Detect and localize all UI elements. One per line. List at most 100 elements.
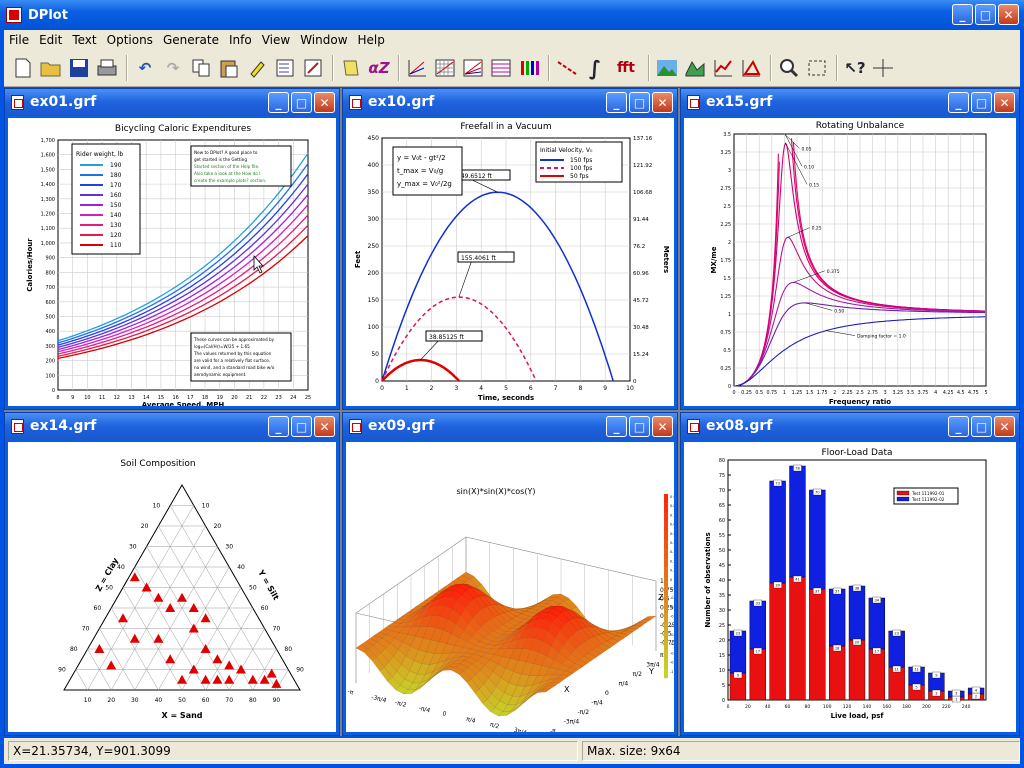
maximize-button[interactable]: □ bbox=[971, 92, 992, 113]
minimize-button[interactable]: _ bbox=[606, 92, 627, 113]
menu-info[interactable]: Info bbox=[228, 32, 252, 47]
data-marker bbox=[236, 664, 246, 674]
legend-label: 130 bbox=[110, 222, 122, 229]
maximize-button[interactable]: □ bbox=[291, 92, 312, 113]
close-button[interactable]: ✕ bbox=[998, 4, 1019, 25]
line-icon[interactable] bbox=[554, 55, 580, 81]
menu-options[interactable]: Options bbox=[106, 32, 153, 47]
maximize-button[interactable]: □ bbox=[629, 416, 650, 437]
crosshair-icon[interactable] bbox=[870, 55, 896, 81]
child-title: ex09.grf bbox=[368, 418, 435, 434]
paste-icon[interactable] bbox=[216, 55, 242, 81]
bar-series1-130 bbox=[848, 639, 866, 701]
print-icon[interactable] bbox=[94, 55, 120, 81]
close-button[interactable]: ✕ bbox=[314, 92, 335, 113]
child-window-ex14[interactable]: ex14.grf _ □ ✕ Soil Composition 10 90 90 20 80 8… bbox=[4, 412, 340, 736]
y-tick-label: 80 bbox=[719, 458, 725, 464]
child-title-bar[interactable]: ex15.grf _ □ ✕ bbox=[681, 89, 1019, 115]
undo-icon[interactable]: ↶ bbox=[138, 58, 152, 77]
grid-icon[interactable] bbox=[432, 55, 458, 81]
child-window-ex09[interactable]: ex09.grf _ □ ✕ sin(X)*sin(X)*cos(Y) -π -3π/4… bbox=[342, 412, 678, 736]
close-button[interactable]: ✕ bbox=[994, 92, 1015, 113]
landscape-icon[interactable] bbox=[654, 55, 680, 81]
axes-icon[interactable] bbox=[404, 55, 430, 81]
close-button[interactable]: ✕ bbox=[652, 416, 673, 437]
save-icon[interactable] bbox=[66, 55, 92, 81]
zoom-icon[interactable] bbox=[776, 55, 802, 81]
fft-icon[interactable]: fft bbox=[616, 59, 636, 76]
open-icon[interactable] bbox=[38, 55, 64, 81]
toolbar-separator bbox=[398, 54, 400, 81]
child-window-ex15[interactable]: ex15.grf _ □ ✕ Rotating Unbalance 0 0.25 0.5 0… bbox=[680, 88, 1020, 410]
integral-icon[interactable]: ∫ bbox=[588, 55, 602, 80]
data-marker bbox=[129, 572, 140, 582]
maximize-button[interactable]: □ bbox=[975, 4, 996, 25]
menu-file[interactable]: File bbox=[9, 32, 30, 47]
surface-facet bbox=[606, 638, 620, 645]
menu-view[interactable]: View bbox=[261, 32, 291, 47]
help-cursor-icon[interactable]: ↖? bbox=[844, 58, 866, 77]
child-title-bar[interactable]: ex01.grf _ □ ✕ bbox=[5, 89, 339, 115]
bar-series1-50 bbox=[769, 582, 786, 701]
app-icon[interactable] bbox=[6, 7, 22, 23]
chart-area[interactable]: Bicycling Caloric Expenditures 8 9 10 11 12 13… bbox=[8, 118, 336, 406]
grid2-icon[interactable] bbox=[460, 55, 486, 81]
surface-icon[interactable] bbox=[682, 55, 708, 81]
title-bar[interactable]: DPlot _ □ ✕ bbox=[0, 0, 1024, 30]
child-window-ex10[interactable]: ex10.grf _ □ ✕ Freefall in a Vacuum 0 1 2 3 4 5 6… bbox=[342, 88, 678, 410]
x-tick-label: 5 bbox=[504, 385, 508, 392]
copy-icon[interactable] bbox=[188, 55, 214, 81]
redo-icon[interactable]: ↷ bbox=[166, 58, 180, 77]
close-button[interactable]: ✕ bbox=[994, 416, 1015, 437]
minimize-button[interactable]: _ bbox=[948, 416, 969, 437]
menu-window[interactable]: Window bbox=[300, 32, 348, 47]
menu-text[interactable]: Text bbox=[72, 32, 97, 47]
edit-list-icon[interactable] bbox=[300, 55, 326, 81]
crayons-icon[interactable] bbox=[516, 55, 542, 81]
menu-generate[interactable]: Generate bbox=[162, 32, 219, 47]
data-label: 37 bbox=[815, 590, 820, 594]
child-window-ex01[interactable]: ex01.grf _ □ ✕ Bicycling Caloric Expenditu… bbox=[4, 88, 340, 410]
curve-icon[interactable] bbox=[710, 55, 736, 81]
fit-icon[interactable] bbox=[804, 55, 830, 81]
close-button[interactable]: ✕ bbox=[314, 416, 335, 437]
colorbar-swatch bbox=[664, 576, 668, 587]
alpha-z-icon[interactable]: αZ bbox=[368, 58, 390, 77]
status-bar: X=21.35734, Y=901.3099 Max. size: 9x64 bbox=[4, 738, 1020, 764]
minimize-button[interactable]: _ bbox=[268, 416, 289, 437]
minimize-button[interactable]: _ bbox=[268, 92, 289, 113]
data-marker bbox=[200, 613, 211, 623]
chart-area[interactable]: Soil Composition 10 90 90 20 80 80 30 70 70 40 60 60… bbox=[8, 442, 336, 732]
data-marker bbox=[188, 623, 199, 633]
child-title-bar[interactable]: ex14.grf _ □ ✕ bbox=[5, 413, 339, 439]
y-tick-label: π/4 bbox=[619, 681, 629, 688]
maximize-button[interactable]: □ bbox=[291, 416, 312, 437]
x-tick-label: 3 bbox=[454, 385, 458, 392]
grid3-icon[interactable] bbox=[488, 55, 514, 81]
chart-area[interactable]: sin(X)*sin(X)*cos(Y) -π -3π/4 -π/2 -π/4 0 π/4 π… bbox=[346, 442, 674, 732]
checklist-icon[interactable] bbox=[272, 55, 298, 81]
child-title-bar[interactable]: ex08.grf _ □ ✕ bbox=[681, 413, 1019, 439]
note-icon[interactable] bbox=[338, 55, 364, 81]
chart-area[interactable]: Freefall in a Vacuum 0 1 2 3 4 5 6 7 8 9 10 0 50 100 15… bbox=[346, 118, 674, 406]
child-title-bar[interactable]: ex10.grf _ □ ✕ bbox=[343, 89, 677, 115]
maximize-button[interactable]: □ bbox=[971, 416, 992, 437]
highlighter-icon[interactable] bbox=[244, 55, 270, 81]
new-icon[interactable] bbox=[10, 55, 36, 81]
data-label: 9 bbox=[935, 674, 938, 678]
grid-line bbox=[146, 546, 230, 691]
trajectory-150 bbox=[381, 191, 614, 382]
chart-area[interactable]: Rotating Unbalance 0 0.25 0.5 0.75 1 1.25 1.5 1.… bbox=[684, 118, 1016, 406]
child-window-ex08[interactable]: ex08.grf _ □ ✕ Floor-Load Data 0 5 10 15 20 25 30… bbox=[680, 412, 1020, 736]
triangle-icon[interactable] bbox=[738, 55, 764, 81]
close-button[interactable]: ✕ bbox=[652, 92, 673, 113]
menu-help[interactable]: Help bbox=[357, 32, 385, 47]
minimize-button[interactable]: _ bbox=[952, 4, 973, 25]
minimize-button[interactable]: _ bbox=[948, 92, 969, 113]
bar-series2-90 bbox=[809, 489, 826, 590]
menu-edit[interactable]: Edit bbox=[39, 32, 63, 47]
chart-area[interactable]: Floor-Load Data 0 5 10 15 20 25 30 35 40 45 50 55 60 6… bbox=[684, 442, 1016, 732]
minimize-button[interactable]: _ bbox=[606, 416, 627, 437]
child-title-bar[interactable]: ex09.grf _ □ ✕ bbox=[343, 413, 677, 439]
maximize-button[interactable]: □ bbox=[629, 92, 650, 113]
